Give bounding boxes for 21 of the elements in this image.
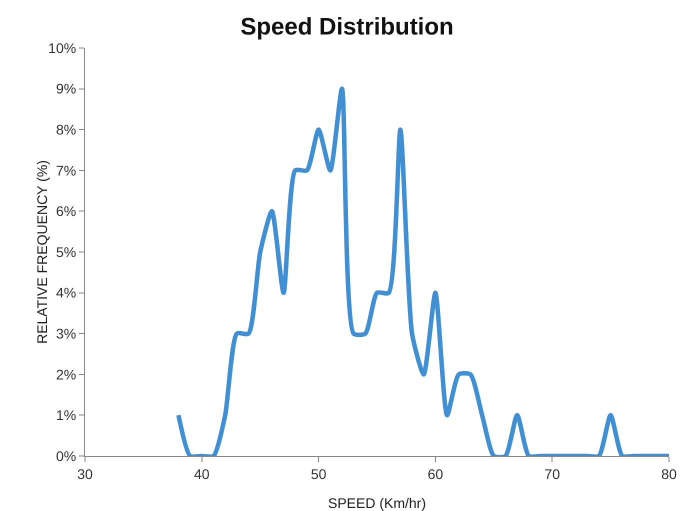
y-tick-label: 6%: [56, 203, 76, 220]
y-tick-label: 5%: [56, 244, 76, 260]
line-series: [176, 86, 669, 456]
y-tick-label: 2%: [56, 366, 76, 382]
x-tick-label: 80: [661, 466, 677, 482]
y-tick-label: 9%: [56, 80, 76, 97]
x-tick-label: 60: [428, 466, 444, 482]
y-tick-label: 4%: [56, 284, 76, 301]
y-tick-label: 0%: [56, 448, 76, 464]
x-tick-label: 70: [544, 466, 560, 482]
x-tick-label: 40: [194, 466, 210, 482]
y-tick-label: 1%: [56, 407, 76, 424]
y-axis-title: RELATIVE FREQUENCY (%): [34, 160, 50, 344]
y-tick-label: 3%: [56, 326, 76, 342]
x-axis-title: SPEED (Km/hr): [328, 495, 426, 511]
y-tick-label: 10%: [48, 40, 76, 56]
x-tick-label: 50: [310, 466, 327, 482]
y-tick-label: 8%: [56, 122, 76, 138]
x-tick-label: 30: [77, 466, 93, 482]
chart-title: Speed Distribution: [240, 14, 454, 41]
y-tick-label: 7%: [56, 162, 76, 178]
